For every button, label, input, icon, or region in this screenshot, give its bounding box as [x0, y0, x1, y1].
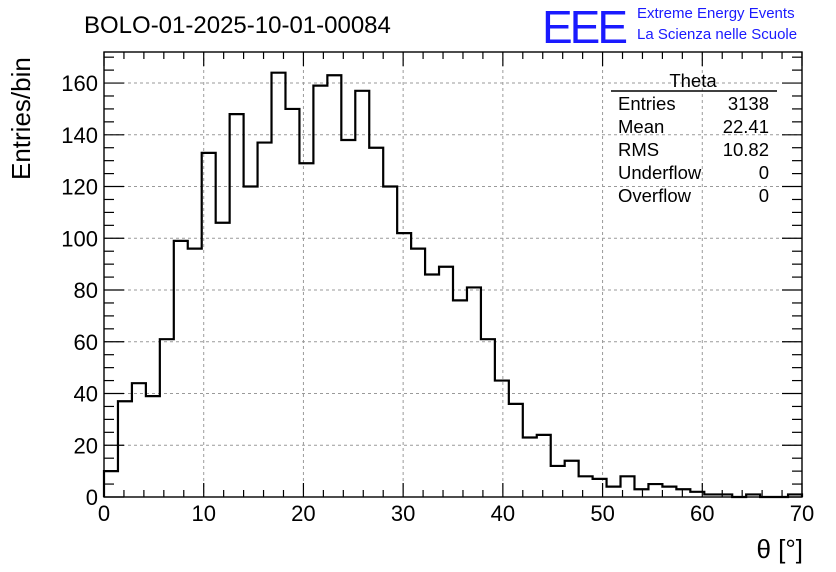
histogram-bin	[146, 396, 160, 497]
stats-label: Overflow	[618, 185, 692, 206]
tick-labels: 0 10 20 30 40 50 60 70 0 20 40 60 80 100 120 140 160	[61, 71, 814, 526]
eee-logo-mark: EEE	[542, 1, 626, 53]
x-tick-label: 30	[391, 501, 415, 526]
histogram-bin	[272, 73, 286, 497]
histogram-bin	[188, 249, 202, 497]
histogram-bin	[425, 275, 439, 498]
histogram-bin	[537, 435, 551, 497]
x-tick-label: 60	[690, 501, 714, 526]
plot-frame	[103, 51, 803, 498]
histogram-bin	[118, 401, 132, 497]
histogram-bin	[299, 163, 313, 497]
axis-ticks	[103, 52, 803, 498]
stats-label: Entries	[618, 93, 676, 114]
stats-label: Underflow	[618, 162, 702, 183]
histogram-bin	[355, 91, 369, 497]
histogram-bin	[523, 437, 537, 497]
histogram-bin	[327, 75, 341, 497]
histogram-bin	[216, 223, 230, 497]
stats-label: RMS	[618, 139, 659, 160]
histogram-bin	[634, 489, 648, 497]
histogram-bin	[579, 476, 593, 497]
histogram-bin	[565, 461, 579, 497]
histogram-bin	[453, 300, 467, 497]
histogram-bin	[174, 241, 188, 497]
x-tick-label: 10	[191, 501, 215, 526]
histogram-bin	[662, 487, 676, 497]
histogram-bin	[607, 487, 621, 497]
x-tick-label: 70	[790, 501, 814, 526]
histogram-bin	[230, 114, 244, 497]
x-axis-title: θ [°]	[756, 534, 803, 564]
chart-title: BOLO-01-2025-10-01-00084	[84, 12, 391, 39]
stats-label: Mean	[618, 116, 664, 137]
x-tick-label: 40	[491, 501, 515, 526]
histogram-bin	[411, 249, 425, 497]
histogram-outline	[102, 71, 804, 499]
stats-value: 0	[759, 162, 769, 183]
histogram-bin	[160, 339, 174, 497]
y-tick-label: 40	[74, 382, 98, 407]
histogram-bin	[495, 381, 509, 497]
histogram-bin	[383, 187, 397, 497]
histogram-bin	[397, 233, 411, 497]
stats-box: Theta Entries 3138 Mean 22.41 RMS 10.82 Underf…	[611, 70, 777, 206]
eee-logo: EEE Extreme Energy Events La Scienza nel…	[542, 1, 797, 53]
histogram-bin	[313, 86, 327, 497]
y-tick-label: 20	[74, 433, 98, 458]
histogram-bin	[341, 140, 355, 497]
eee-logo-line2: La Scienza nelle Scuole	[637, 26, 797, 43]
histogram-bin	[132, 383, 146, 497]
x-tick-label: 20	[291, 501, 315, 526]
histogram-bin	[676, 489, 690, 497]
y-tick-label: 60	[74, 330, 98, 355]
histogram-bin	[481, 339, 495, 497]
x-tick-label: 50	[590, 501, 614, 526]
y-tick-label: 120	[61, 175, 98, 200]
grid	[104, 52, 802, 497]
stats-value: 3138	[728, 93, 769, 114]
y-tick-label: 100	[61, 226, 98, 251]
histogram-bin	[648, 484, 662, 497]
y-tick-label: 160	[61, 71, 98, 96]
histogram-bin	[369, 148, 383, 497]
y-tick-label: 140	[61, 123, 98, 148]
y-axis-title: Entries/bin	[6, 57, 36, 180]
x-tick-label: 0	[98, 501, 110, 526]
stats-value: 22.41	[723, 116, 769, 137]
stats-rows: Entries 3138 Mean 22.41 RMS 10.82 Underflow 0 Ov…	[618, 93, 769, 206]
stats-value: 0	[759, 185, 769, 206]
eee-logo-line1: Extreme Energy Events	[637, 5, 795, 22]
histogram-bin	[467, 287, 481, 497]
stats-box-title: Theta	[669, 70, 717, 91]
stats-value: 10.82	[723, 139, 769, 160]
y-tick-label: 80	[74, 278, 98, 303]
histogram-bin	[593, 479, 607, 497]
histogram-bin	[439, 267, 453, 497]
histogram-bin	[258, 143, 272, 497]
histogram-bin	[285, 109, 299, 497]
histogram-bin	[509, 404, 523, 497]
y-tick-label: 0	[86, 485, 98, 510]
